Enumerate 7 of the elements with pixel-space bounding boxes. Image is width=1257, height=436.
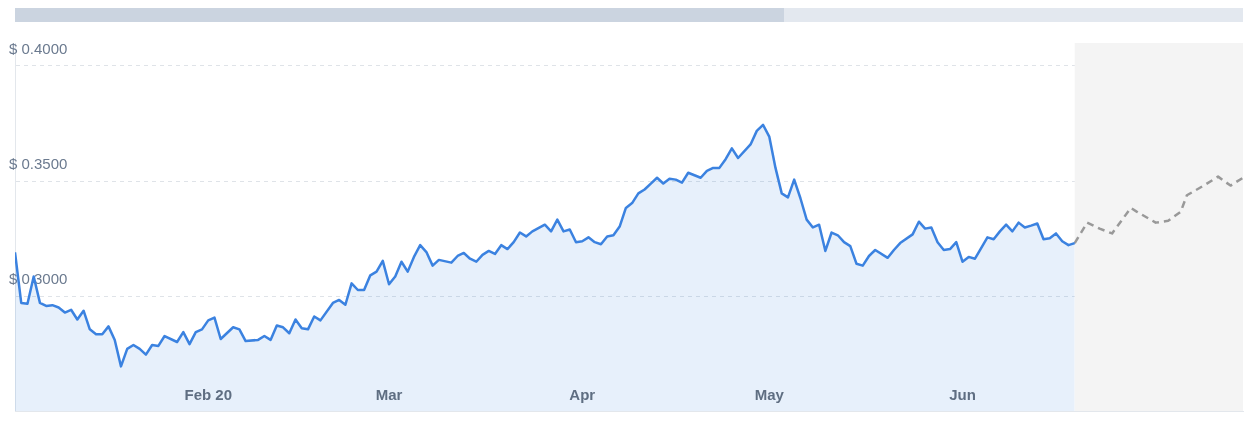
x-tick-label: Apr [569, 386, 596, 404]
y-tick-label: $ 0.4000 [9, 40, 68, 58]
x-tick-label: Mar [375, 386, 403, 404]
x-tick-label: Jun [949, 386, 976, 404]
x-tick-label: May [754, 386, 785, 404]
x-tick-label: Feb 20 [184, 386, 232, 404]
y-tick-label: $ 0.3500 [9, 155, 68, 173]
